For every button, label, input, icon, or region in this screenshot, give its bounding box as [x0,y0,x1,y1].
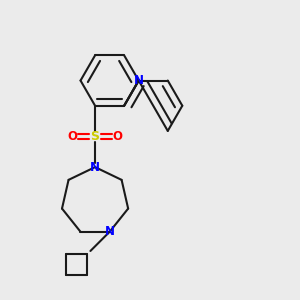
Text: N: N [134,74,144,87]
Text: O: O [113,130,123,143]
Text: S: S [91,130,100,143]
Text: N: N [105,225,115,238]
Text: N: N [90,160,100,174]
Text: O: O [68,130,77,143]
